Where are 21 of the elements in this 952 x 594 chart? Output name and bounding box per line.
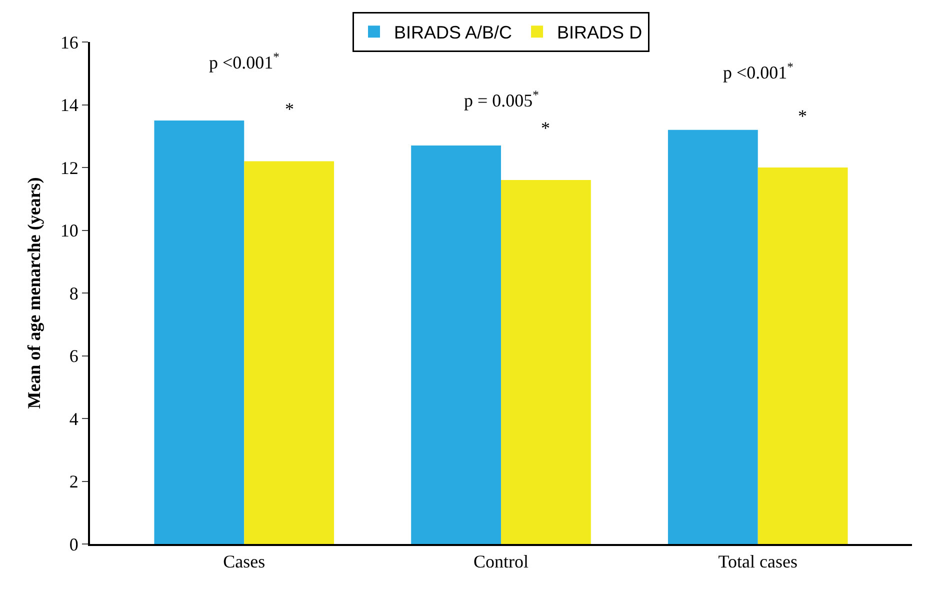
y-tick-label: 6 [69,346,78,366]
x-tick-label: Control [473,552,529,572]
annotation: * [285,99,294,119]
y-tick-label: 14 [60,95,78,116]
annotation: p <0.001$^{*}$ [723,60,794,83]
y-axis-title: Mean of age menarche (years) [24,177,44,409]
y-tick-label: 8 [69,283,78,304]
legend-label: BIRADS A/B/C [394,22,512,43]
annotation: * [798,106,807,126]
annotation: p = 0.005$^{*}$ [464,88,539,111]
y-tick-label: 0 [69,534,78,554]
y-tick-label: 2 [69,472,78,492]
y-tick-label: 16 [60,32,78,52]
y-tick-label: 4 [69,408,78,429]
annotation: p <0.001$^{*}$ [209,50,280,73]
x-tick-label: Cases [223,552,266,572]
annotation: * [541,118,550,138]
x-tick-label: Total cases [718,552,798,572]
y-tick-label: 12 [60,158,78,178]
y-tick-label: 10 [60,220,78,241]
legend-label: BIRADS D [557,22,642,43]
